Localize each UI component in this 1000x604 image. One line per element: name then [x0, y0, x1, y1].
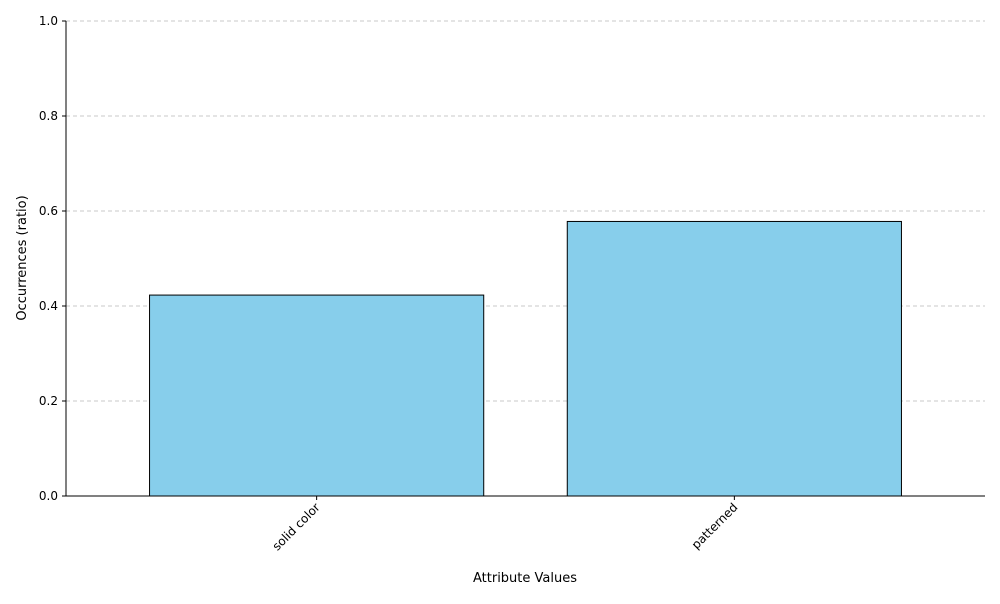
axes [65, 21, 985, 497]
x-ticks: solid color patterned [270, 496, 741, 553]
bar-patterned [566, 220, 902, 497]
x-tick-label: solid color [270, 500, 323, 553]
y-tick-label: 0.4 [39, 299, 58, 313]
y-tick-label: 0.8 [39, 109, 58, 123]
y-ticks: 0.0 0.2 0.4 0.6 0.8 1.0 [39, 14, 66, 503]
y-axis-label: Occurrences (ratio) [15, 195, 30, 320]
bars [149, 220, 902, 497]
x-tick-label: patterned [689, 500, 741, 552]
y-tick-label: 0.6 [39, 204, 58, 218]
y-tick-label: 0.2 [39, 394, 58, 408]
y-tick-label: 0.0 [39, 489, 58, 503]
x-axis-label: Attribute Values [473, 571, 577, 586]
bar-solid-color [149, 294, 485, 497]
y-tick-label: 1.0 [39, 14, 58, 28]
